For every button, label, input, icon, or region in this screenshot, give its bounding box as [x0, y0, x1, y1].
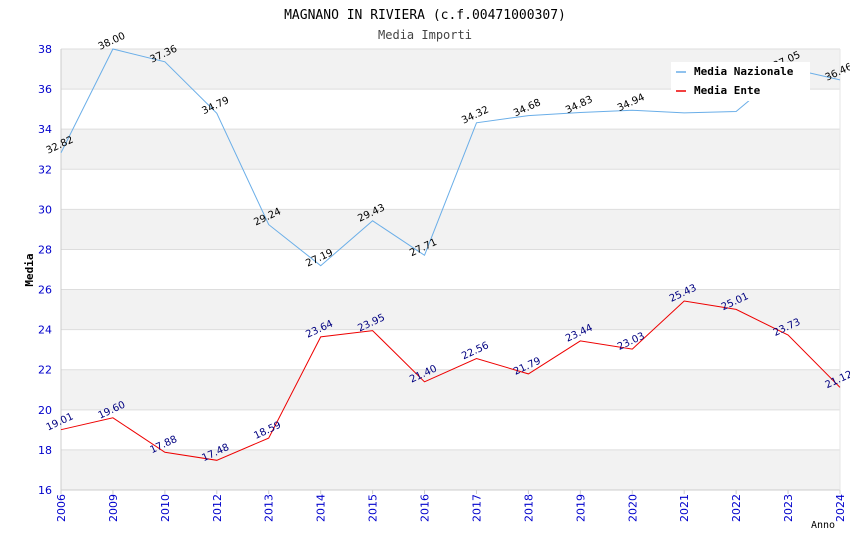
grid-band: [61, 449, 840, 490]
x-tick-label: 2020: [626, 494, 639, 522]
data-label-nazionale: 27.19: [304, 247, 335, 269]
series-line-ente: [60, 300, 841, 461]
x-tick-label: 2019: [574, 494, 587, 522]
grid-band: [61, 289, 840, 330]
y-tick-label: 22: [38, 364, 52, 377]
y-axis-label: Media: [23, 253, 36, 286]
x-tick-label: 2013: [263, 494, 276, 522]
x-axis-label: Anno: [811, 520, 835, 531]
x-tick-labels: 2006 2009 2010 2012 2013 2014 2015 2016 2017 2018…: [55, 494, 847, 522]
x-tick-label: 2024: [834, 494, 847, 522]
y-tick-label: 34: [38, 123, 52, 136]
data-label-ente: 23.03: [616, 331, 647, 353]
x-tick-label: 2017: [470, 494, 483, 522]
x-tick-label: 2006: [55, 494, 68, 522]
grid-band: [61, 369, 840, 410]
y-tick-label: 28: [38, 243, 52, 256]
y-tick-label: 24: [38, 324, 52, 337]
y-tick-labels: 16 18 20 22 24 26 28 30 32 34 36 38: [38, 43, 52, 497]
x-tick-label: 2010: [159, 494, 172, 522]
x-tick-label: 2022: [730, 494, 743, 522]
legend-label-ente: Media Ente: [694, 84, 761, 97]
y-tick-label: 16: [38, 484, 52, 497]
grid-band: [61, 209, 840, 250]
data-label-nazionale: 34.79: [200, 95, 231, 117]
x-tick-label: 2021: [678, 494, 691, 522]
chart-title: MAGNANO IN RIVIERA (c.f.00471000307): [284, 8, 566, 23]
grid-lines: [61, 48, 840, 491]
series-line-nazionale: [60, 48, 841, 267]
x-tick-label: 2014: [315, 494, 328, 522]
x-tick-label: 2015: [367, 494, 380, 522]
x-tick-label: 2012: [211, 494, 224, 522]
x-tick-label: 2016: [419, 494, 432, 522]
y-tick-label: 20: [38, 404, 52, 417]
legend-box: [671, 62, 810, 101]
series-lines: [60, 48, 841, 461]
legend-label-nazionale: Media Nazionale: [694, 65, 794, 78]
axes: [60, 49, 841, 494]
grid-bands: [61, 49, 840, 490]
x-tick-label: 2023: [782, 494, 795, 522]
y-tick-label: 30: [38, 203, 52, 216]
y-tick-label: 38: [38, 43, 52, 56]
data-label-nazionale: 34.32: [460, 104, 491, 126]
x-tick-label: 2018: [522, 494, 535, 522]
y-tick-label: 36: [38, 83, 52, 96]
y-tick-label: 26: [38, 284, 52, 297]
chart-subtitle: Media Importi: [378, 28, 472, 42]
grid-band: [61, 129, 840, 170]
legend: Media Nazionale Media Ente: [671, 62, 810, 101]
y-tick-label: 18: [38, 444, 52, 457]
y-tick-label: 32: [38, 163, 52, 176]
x-tick-label: 2009: [107, 494, 120, 522]
